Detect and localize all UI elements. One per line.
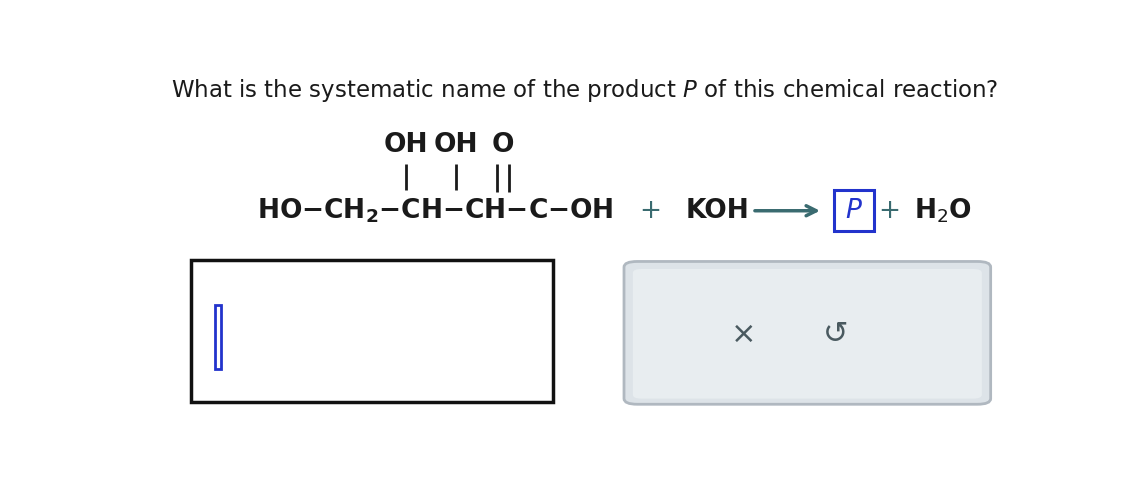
Text: OH: OH xyxy=(383,132,428,158)
Text: +: + xyxy=(878,198,901,224)
Text: What is the systematic name of the product $\mathit{P}$ of this chemical reactio: What is the systematic name of the produ… xyxy=(171,77,998,104)
Text: ×: × xyxy=(731,320,756,349)
Bar xyxy=(833,190,873,231)
Text: H$_2$O: H$_2$O xyxy=(914,197,971,225)
Bar xyxy=(215,305,221,368)
Text: ↺: ↺ xyxy=(823,320,849,349)
Text: $\mathit{P}$: $\mathit{P}$ xyxy=(845,198,863,224)
Bar xyxy=(192,260,553,403)
Text: +: + xyxy=(640,198,661,224)
Text: O: O xyxy=(491,132,514,158)
Text: HO$\mathbf{-}$CH$_\mathbf{2}$$\mathbf{-}$CH$\mathbf{-}$CH$\mathbf{-}$C$\mathbf{-: HO$\mathbf{-}$CH$_\mathbf{2}$$\mathbf{-}… xyxy=(258,197,614,225)
Text: KOH: KOH xyxy=(686,198,750,224)
FancyBboxPatch shape xyxy=(633,269,982,399)
FancyBboxPatch shape xyxy=(624,262,991,404)
Text: OH: OH xyxy=(434,132,479,158)
